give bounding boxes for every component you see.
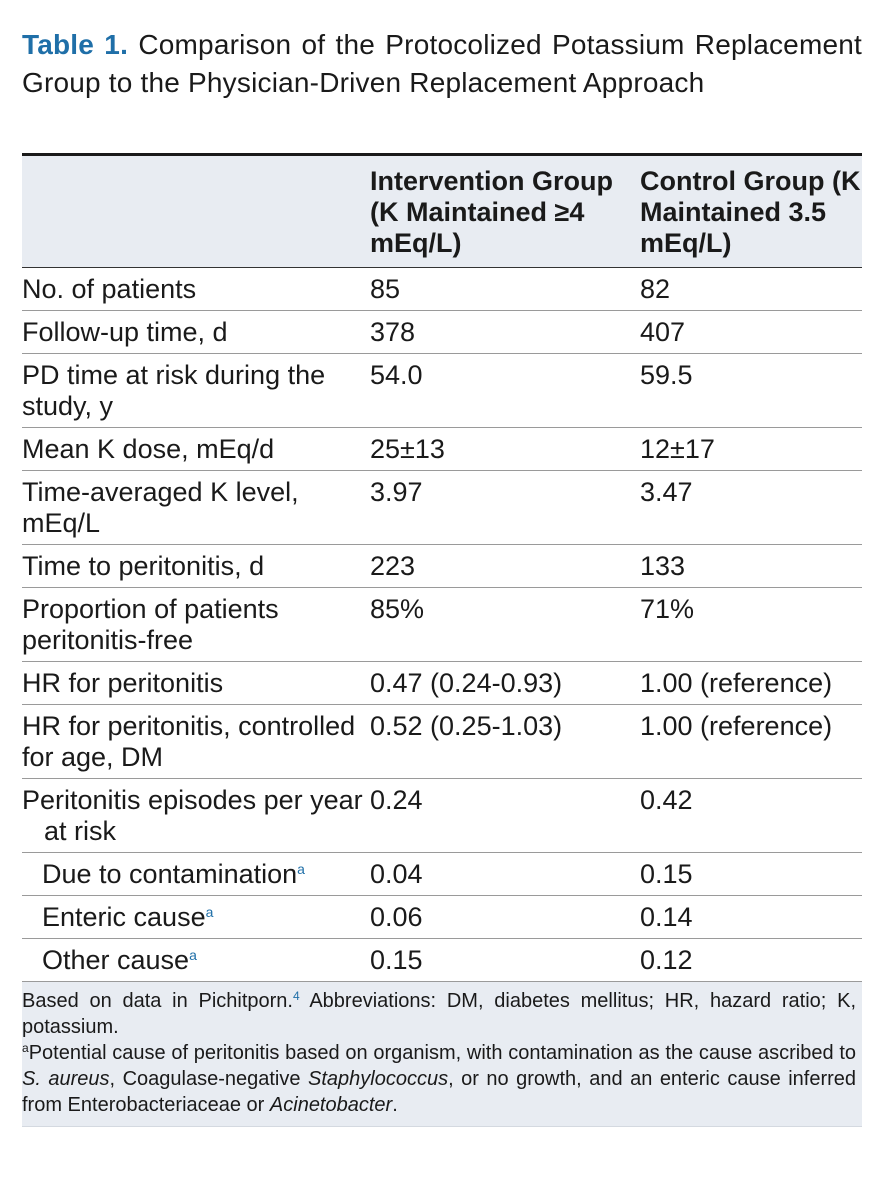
table-row: Follow-up time, d 378 407 [22,310,862,354]
table-row: Mean K dose, mEq/d 25±13 12±17 [22,427,862,471]
table-row: PD time at risk during the study, y 54.0… [22,353,862,428]
row-label: Mean K dose, mEq/d [22,427,364,471]
control-value: 59.5 [628,353,862,428]
abbreviations-text: Abbreviations: DM, diabetes mellitus; HR… [22,990,857,1038]
control-value: 0.15 [628,852,862,896]
row-label: Peritonitis episodes per year at risk [22,785,363,846]
row-label: Enteric cause [42,902,206,932]
table-row: Enteric causea 0.06 0.14 [22,895,862,939]
footnote-text: Potential cause of peritonitis based on … [28,1042,856,1064]
row-label: PD time at risk during the study, y [22,353,364,428]
footnote-marker: a [189,947,197,963]
comparison-table: Intervention Group (K Maintained ≥4 mEq/… [22,153,862,982]
header-blank [22,153,364,268]
intervention-value: 0.24 [364,778,628,853]
row-label-cell: Enteric causea [22,895,364,939]
control-value: 0.14 [628,895,862,939]
row-label: Proportion of patients peritonitis-free [22,587,364,662]
table-footnotes: Based on data in Pichitporn.4 Abbreviati… [22,982,862,1127]
intervention-value: 85% [364,587,628,662]
intervention-value: 0.04 [364,852,628,896]
row-label: Time-averaged K level, mEq/L [22,470,364,545]
row-label: Other cause [42,945,190,975]
control-value: 1.00 (reference) [628,661,862,705]
intervention-value: 85 [364,267,628,311]
table-row: Peritonitis episodes per year at risk 0.… [22,778,862,853]
comparison-table-container: Intervention Group (K Maintained ≥4 mEq/… [22,153,862,1127]
organism-name: Acinetobacter [269,1094,393,1116]
footnote-text: . [392,1094,398,1116]
footnote-marker: a [297,861,305,877]
row-label: No. of patients [22,267,364,311]
table-row: Proportion of patients peritonitis-free … [22,587,862,662]
row-label: Follow-up time, d [22,310,364,354]
control-value: 407 [628,310,862,354]
footnote-a-marker: a [22,1041,29,1055]
table-row: Time-averaged K level, mEq/L 3.97 3.47 [22,470,862,545]
footnote-text: , Coagulase-negative [109,1068,308,1090]
intervention-value: 54.0 [364,353,628,428]
row-label: Due to contamination [42,859,298,889]
table-row: HR for peritonitis 0.47 (0.24-0.93) 1.00… [22,661,862,705]
footnote-text: , or no growth, and an enteric cause inf… [22,1068,857,1116]
table-header-row: Intervention Group (K Maintained ≥4 mEq/… [22,153,862,268]
reference-marker: 4 [293,989,300,1003]
control-value: 82 [628,267,862,311]
control-value: 71% [628,587,862,662]
intervention-value: 0.06 [364,895,628,939]
table-row: Other causea 0.15 0.12 [22,938,862,982]
control-value: 12±17 [628,427,862,471]
row-label-cell: Other causea [22,938,364,982]
control-value: 0.42 [628,778,862,853]
control-value: 3.47 [628,470,862,545]
table-row: Due to contaminationa 0.04 0.15 [22,852,862,896]
footnote-marker: a [205,904,214,920]
table-row: HR for peritonitis, controlled for age, … [22,704,862,779]
source-text: Based on data in Pichitporn. [22,990,293,1012]
intervention-value: 0.47 (0.24-0.93) [364,661,628,705]
intervention-value: 223 [364,544,628,588]
control-value: 133 [628,544,862,588]
control-value: 0.12 [628,938,862,982]
intervention-value: 25±13 [364,427,628,471]
row-label-cell: Peritonitis episodes per year at risk [22,778,364,853]
row-label-cell: Due to contaminationa [22,852,364,896]
organism-name: S. aureus [22,1068,110,1090]
header-control: Control Group (K Maintained 3.5 mEq/L) [628,153,862,268]
table-caption: Table 1. Comparison of the Protocolized … [22,26,862,102]
row-label: HR for peritonitis [22,661,364,705]
table-label: Table 1. [22,29,129,60]
source-note: Based on data in Pichitporn.4 Abbreviati… [22,988,856,1040]
organism-name: Staphylococcus [308,1068,449,1090]
table-row: Time to peritonitis, d 223 133 [22,544,862,588]
table-title: Comparison of the Protocolized Potassium… [22,29,862,98]
intervention-value: 0.15 [364,938,628,982]
header-intervention: Intervention Group (K Maintained ≥4 mEq/… [364,153,628,268]
intervention-value: 3.97 [364,470,628,545]
intervention-value: 378 [364,310,628,354]
footnote-a: aPotential cause of peritonitis based on… [22,1040,856,1118]
row-label: HR for peritonitis, controlled for age, … [22,704,364,779]
intervention-value: 0.52 (0.25-1.03) [364,704,628,779]
row-label: Time to peritonitis, d [22,544,364,588]
control-value: 1.00 (reference) [628,704,862,779]
table-row: No. of patients 85 82 [22,267,862,311]
